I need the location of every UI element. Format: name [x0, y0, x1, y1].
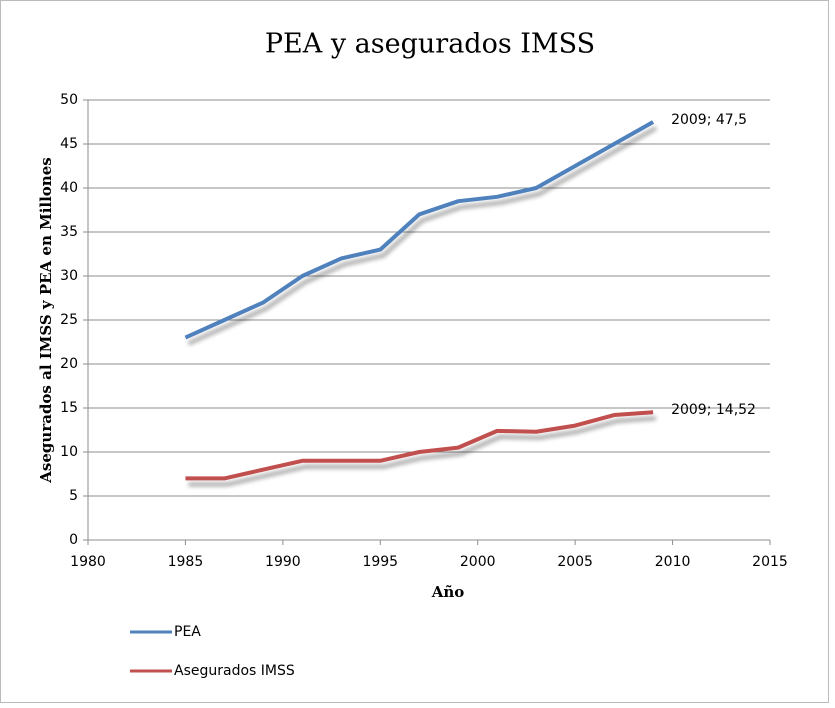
data-label: 2009; 14,52: [671, 402, 756, 418]
x-tick-label: 1980: [70, 554, 106, 570]
x-tick-label: 2015: [752, 554, 788, 570]
y-axis-title: Asegurados al IMSS y PEA en Millones: [37, 157, 55, 483]
x-tick-label: 1985: [168, 554, 204, 570]
legend-label: PEA: [174, 624, 201, 640]
x-tick-label: 2010: [655, 554, 691, 570]
x-tick-label: 2005: [557, 554, 593, 570]
data-label: 2009; 47,5: [671, 112, 747, 128]
y-tick-label: 15: [60, 400, 78, 416]
y-tick-label: 25: [60, 312, 78, 328]
y-tick-label: 20: [60, 356, 78, 372]
y-tick-label: 35: [60, 224, 78, 240]
x-axis-title: Año: [431, 583, 465, 601]
y-tick-label: 30: [60, 268, 78, 284]
x-tick-label: 1990: [265, 554, 301, 570]
y-tick-label: 10: [60, 444, 78, 460]
x-tick-label: 2000: [460, 554, 496, 570]
y-tick-label: 45: [60, 136, 78, 152]
series-line: [184, 120, 655, 340]
y-tick-label: 50: [60, 92, 78, 108]
chart-title: PEA y asegurados IMSS: [265, 29, 595, 60]
y-tick-label: 0: [69, 532, 78, 548]
y-tick-label: 5: [69, 488, 78, 504]
series-line: [185, 410, 654, 481]
y-tick-label: 40: [60, 180, 78, 196]
x-tick-label: 1995: [362, 554, 398, 570]
legend-label: Asegurados IMSS: [174, 663, 295, 679]
